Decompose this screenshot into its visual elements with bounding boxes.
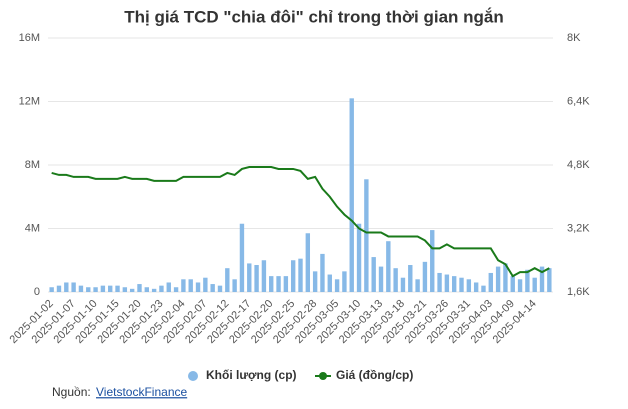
y2-tick-label: 6,4K [567,95,590,107]
bar [547,268,552,292]
bar [408,265,413,292]
bar [56,285,62,292]
bar [203,277,208,292]
bar [93,287,98,292]
legend-label: Khối lượng (cp) [206,368,297,382]
source-label: Nguồn: [52,385,91,399]
bar [466,279,472,292]
bar [290,260,296,292]
bar [261,260,267,292]
bar [247,263,252,292]
bar [481,285,486,292]
bar [539,266,545,292]
y2-tick-label: 3,2K [567,222,590,234]
bar [532,277,537,292]
bar [239,223,245,292]
bar [334,279,340,292]
y2-tick-label: 4,8K [567,159,590,171]
bar [217,285,223,292]
bar [151,288,157,292]
bar [356,223,362,292]
bar [378,266,384,292]
y-tick-label: 4M [25,222,40,234]
bar [298,258,303,292]
bar [371,257,376,292]
bar [181,279,186,292]
bar [510,276,515,292]
y-tick-label: 8M [25,159,40,171]
y2-tick-label: 8K [567,32,581,44]
bar [232,279,237,292]
bar [100,285,106,292]
y2-tick-label: 1,6K [567,286,590,298]
bar [144,287,149,292]
bar [115,285,120,292]
bar [415,279,420,292]
bar [269,276,274,292]
bar [327,274,332,292]
legend-label: Giá (đồng/cp) [336,368,413,382]
bar [129,288,135,292]
bar [503,263,508,292]
bar [437,272,442,292]
bar [312,271,318,292]
bar [488,272,493,292]
bar [495,266,501,292]
bar [525,269,530,292]
bar [422,261,428,292]
bar [195,282,201,292]
bar [276,276,281,292]
bar [342,271,347,292]
bar [393,268,398,292]
chart-title: Thị giá TCD "chia đôi" chỉ trong thời gi… [124,7,504,26]
legend-marker [188,371,198,381]
bar [122,287,128,292]
bar [473,282,479,292]
bar [320,253,325,292]
price-line [51,165,550,278]
bar [166,282,171,292]
bar [452,276,457,292]
y-tick-label: 12M [19,95,40,107]
bar [364,179,369,292]
bar [210,284,215,292]
bar [108,285,113,292]
legend-marker [319,372,327,380]
y-tick-label: 16M [19,32,40,44]
bar [137,284,142,292]
bar [173,287,179,292]
bar [64,282,69,292]
bar [86,287,91,292]
bar [71,282,76,292]
y-tick-label: 0 [34,286,40,298]
bar [444,274,450,292]
bar [254,265,259,292]
bar [188,279,193,292]
bar [78,285,84,292]
bar [517,279,523,292]
bar [386,241,391,292]
bar [459,277,464,292]
bar [400,277,406,292]
bar [349,98,354,292]
bar [283,276,289,292]
bar [305,233,311,292]
bar [430,230,435,292]
bar [49,287,54,292]
bar [159,285,164,292]
source-link[interactable]: VietstockFinance [96,385,187,399]
bar [225,268,230,292]
